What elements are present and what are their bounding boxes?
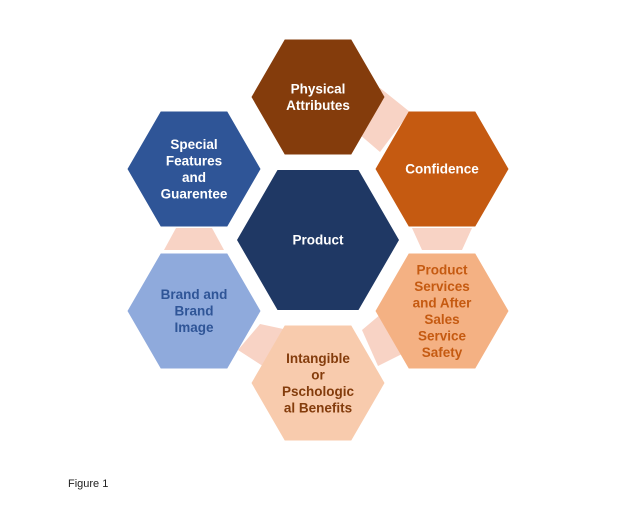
hex-intangible-benefits-label-line: or [311,367,325,382]
hex-product-services-label-line: Safety [422,345,463,360]
hex-physical-attributes-label-line: Attributes [286,98,350,113]
hex-confidence-shape [375,111,509,227]
figure-caption: Figure 1 [68,478,109,490]
hex-brand-image-label-line: Brand and [161,287,228,302]
hex-special-features-label-line: Features [166,153,222,168]
hex-product-services-label-line: Sales [424,312,459,327]
hex-physical-attributes: Physical Attributes [251,39,385,155]
hex-confidence-label-line: Confidence [405,162,479,177]
hex-intangible-benefits-label-line: Pschologic [282,384,355,399]
hex-product-center-label-line: Product [292,233,344,248]
connector-pad [352,88,410,152]
hexagon-group: Physical Attributes Confidence Product Servi… [127,39,509,441]
hex-intangible-benefits-label-line: al Benefits [284,400,352,415]
hex-product-services-label-line: Services [414,279,470,294]
connector-pad [362,308,410,366]
hex-special-features-label-line: Special [170,137,217,152]
connector-pad [412,228,472,250]
hex-special-features-label-line: Guarentee [161,186,228,201]
hex-special-features-shape [127,111,261,227]
hex-product-services-label-line: and After [413,295,472,310]
hex-product-services-label-line: Service [418,328,467,343]
hex-physical-attributes-label-line: Physical [291,81,346,96]
hex-special-features-label-line: and [182,170,206,185]
hex-product-center: Product [237,170,399,310]
hex-product-center-shape [237,170,399,310]
hex-intangible-benefits-shape [251,325,385,441]
connector-pad [164,228,224,250]
hex-brand-image-shape [127,253,261,369]
hex-intangible-benefits-label-line: Intangible [286,351,350,366]
hex-product-services-shape [375,253,509,369]
hex-physical-attributes-shape [251,39,385,155]
hex-confidence: Confidence [375,111,509,227]
hex-product-services-label-line: Product [416,262,468,277]
hex-brand-image-label-line: Brand [174,304,213,319]
hex-brand-image-label-line: Image [174,320,214,335]
